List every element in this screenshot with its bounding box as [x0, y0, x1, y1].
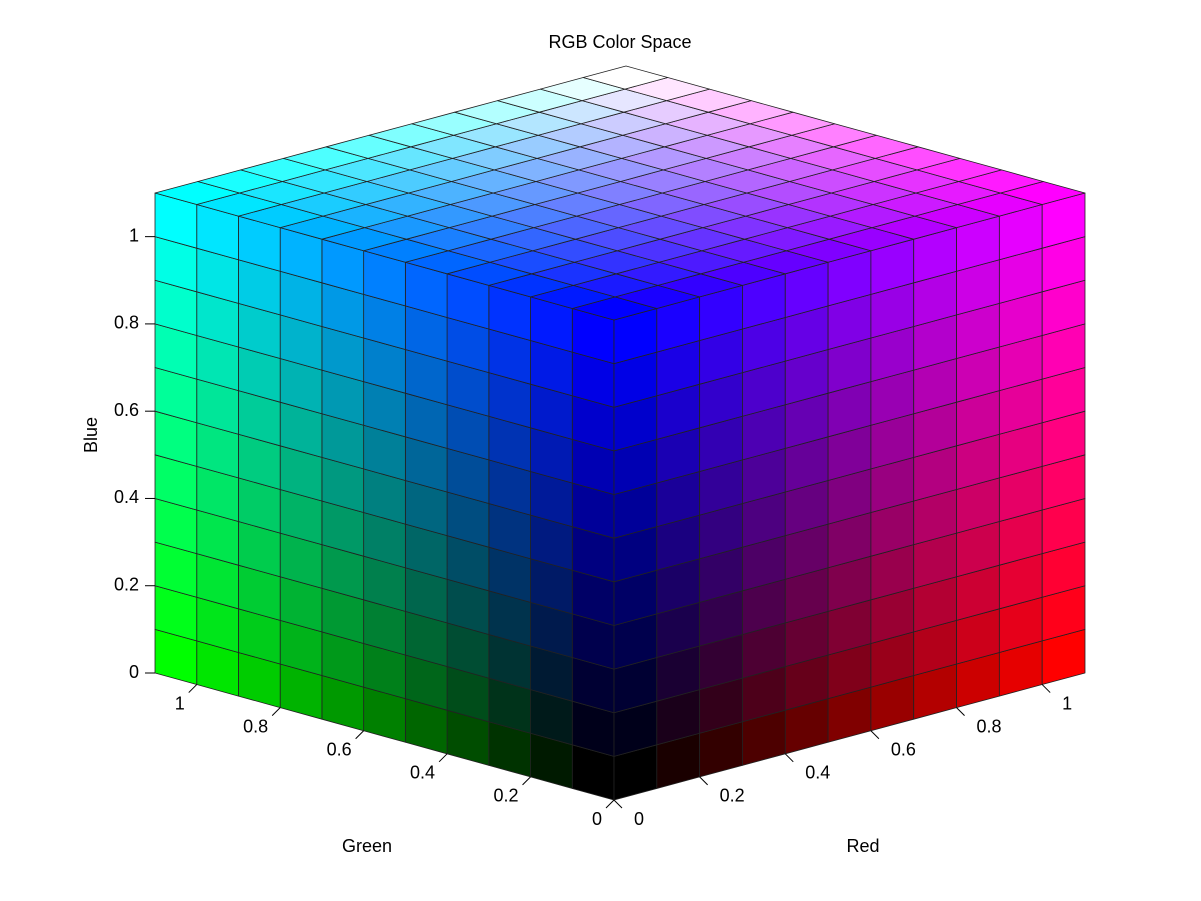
x-tick-mark [1041, 684, 1051, 693]
z-tick-label: 0.4 [114, 487, 139, 507]
y-tick-label: 0.2 [494, 786, 519, 806]
y-tick-label: 0.8 [243, 716, 268, 736]
cube [154, 65, 1086, 801]
z-tick-label: 0 [129, 662, 139, 682]
x-tick-label: 0 [634, 809, 644, 829]
z-tick-label: 0.2 [114, 574, 139, 594]
x-tick-label: 0.4 [805, 763, 830, 783]
z-tick-label: 1 [129, 225, 139, 245]
x-tick-mark [613, 799, 623, 809]
x-tick-label: 0.8 [977, 716, 1002, 736]
z-tick-label: 0.6 [114, 400, 139, 420]
x-tick-label: 0.2 [720, 786, 745, 806]
y-tick-label: 0.4 [410, 763, 435, 783]
x-tick-mark [699, 776, 708, 786]
y-tick-mark [355, 730, 364, 740]
x-tick-mark [784, 753, 794, 763]
y-tick-label: 0.6 [327, 739, 352, 759]
x-tick-label: 1 [1062, 693, 1072, 713]
x-tick-mark [956, 707, 965, 716]
y-tick-mark [438, 753, 448, 763]
y-tick-label: 1 [175, 693, 185, 713]
x-tick-mark [870, 730, 880, 740]
y-tick-mark [271, 707, 281, 716]
chart-title: RGB Color Space [548, 32, 691, 52]
cube-cell [582, 65, 669, 90]
x-axis-label: Red [846, 836, 879, 856]
y-tick-mark [605, 799, 615, 809]
y-tick-mark [188, 684, 198, 693]
z-tick-label: 0.8 [114, 313, 139, 333]
y-axis-label: Green [342, 836, 392, 856]
y-tick-mark [522, 776, 531, 786]
z-axis-label: Blue [81, 417, 101, 453]
y-tick-label: 0 [592, 809, 602, 829]
x-tick-label: 0.6 [891, 739, 916, 759]
